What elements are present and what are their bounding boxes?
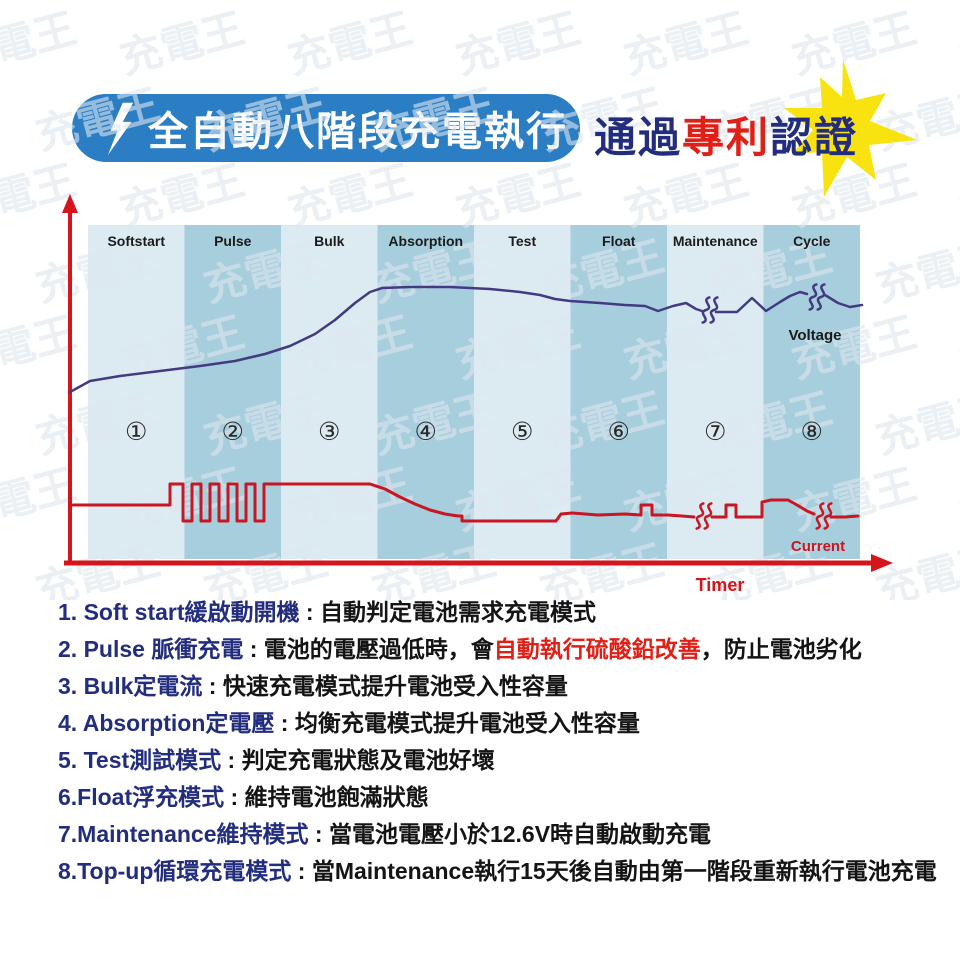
- description-line: 7.Maintenance維持模式 : 當電池電壓小於12.6V時自動啟動充電: [58, 816, 937, 853]
- curve-break-icon: [709, 296, 719, 324]
- stage-label: Cycle: [793, 233, 831, 249]
- description-segment: 2. Pulse 脈衝充電: [58, 636, 244, 662]
- badge-text: 專利: [682, 114, 771, 161]
- voltage-curve: [823, 293, 864, 309]
- stage-label: Maintenance: [673, 233, 758, 249]
- description-line: 3. Bulk定電流 : 快速充電模式提升電池受入性容量: [58, 668, 937, 705]
- stage-number: ①: [125, 418, 147, 446]
- description-segment: : 當Maintenance執行15天後自動由第一階段重新執行電池充電: [291, 858, 937, 884]
- curve-break-icon: [695, 502, 705, 530]
- curve-break-icon: [703, 502, 713, 530]
- stage-number: ⑥: [608, 418, 630, 446]
- description-segment: 6.Float浮充模式: [58, 784, 225, 810]
- lightning-icon: [107, 102, 134, 155]
- stage-band-rect: [88, 225, 185, 559]
- curve-break-icon: [823, 502, 833, 530]
- description-line: 4. Absorption定電壓 : 均衡充電模式提升電池受入性容量: [58, 705, 937, 742]
- badge-text: 通過: [594, 114, 683, 161]
- patent-badge: 通過專利認證: [594, 104, 858, 165]
- stage-label: Softstart: [107, 233, 165, 249]
- stage-label: Bulk: [314, 233, 345, 249]
- description-line: 5. Test測試模式 : 判定充電狀態及電池好壞: [58, 742, 937, 779]
- badge-text: 認證: [770, 114, 859, 161]
- description-segment: : 均衡充電模式提升電池受入性容量: [274, 710, 640, 736]
- stage-label: Absorption: [388, 233, 463, 249]
- description-segment: 7.Maintenance維持模式: [58, 821, 309, 847]
- description-segment: : 電池的電壓過低時，會: [243, 636, 494, 662]
- description-segment: : 自動判定電池需求充電模式: [299, 599, 596, 625]
- description-segment: : 判定充電狀態及電池好壞: [221, 747, 495, 773]
- stage-band-rect: [667, 225, 764, 559]
- timer-label: Timer: [696, 575, 745, 595]
- curve-break-icon: [815, 502, 825, 530]
- stage-band-rect: [281, 225, 378, 559]
- stage-number: ②: [222, 418, 244, 446]
- stage-number: ⑧: [801, 418, 823, 446]
- description-line: 6.Float浮充模式 : 維持電池飽滿狀態: [58, 779, 937, 816]
- stage-band-rect: [570, 225, 667, 559]
- description-line: 8.Top-up循環充電模式 : 當Maintenance執行15天後自動由第一…: [58, 853, 937, 890]
- curve-break-icon: [816, 283, 826, 311]
- description-segment: : 當電池電壓小於12.6V時自動啟動充電: [308, 821, 712, 847]
- stage-number: ③: [318, 418, 340, 446]
- stage-description-list: 1. Soft start緩啟動開機 : 自動判定電池需求充電模式 2. Puls…: [58, 594, 937, 890]
- description-segment: 4. Absorption定電壓: [58, 710, 275, 736]
- y-axis-arrow-icon: [62, 194, 78, 213]
- curve-break-icon: [701, 296, 711, 324]
- title-banner: 全自動八階段充電執行: [72, 94, 580, 162]
- x-axis-arrow-icon: [871, 554, 893, 572]
- voltage-curve: [714, 290, 809, 314]
- stage-band-rect: [474, 225, 571, 559]
- stage-number: ⑦: [704, 418, 726, 446]
- description-segment: 5. Test測試模式: [58, 747, 222, 773]
- description-segment: 3. Bulk定電流: [58, 673, 203, 699]
- stage-label: Test: [508, 233, 536, 249]
- curve-break-icon: [808, 283, 818, 311]
- description-segment: 自動執行硫酸鉛改善: [493, 636, 701, 662]
- current-label: Current: [791, 538, 845, 555]
- description-segment: 8.Top-up循環充電模式: [58, 858, 292, 884]
- description-line: 2. Pulse 脈衝充電 : 電池的電壓過低時，會自動執行硫酸鉛改善，防止電池…: [58, 631, 937, 668]
- current-curve: [829, 514, 860, 519]
- description-segment: : 快速充電模式提升電池受入性容量: [202, 673, 568, 699]
- stage-label: Pulse: [214, 233, 252, 249]
- description-segment: ，防止電池劣化: [700, 636, 862, 662]
- stage-band-rect: [377, 225, 474, 559]
- voltage-curve: [68, 285, 704, 394]
- current-curve: [68, 482, 696, 523]
- description-segment: : 維持電池飽滿狀態: [224, 784, 429, 810]
- description-line: 1. Soft start緩啟動開機 : 自動判定電池需求充電模式: [58, 594, 937, 631]
- description-segment: 1. Soft start緩啟動開機: [58, 599, 300, 625]
- voltage-label: Voltage: [788, 327, 841, 344]
- page-title: 全自動八階段充電執行: [148, 110, 568, 154]
- stage-label: Float: [602, 233, 636, 249]
- stage-number: ⑤: [511, 418, 533, 446]
- stage-band-rect: [763, 225, 860, 559]
- stage-number: ④: [415, 418, 437, 446]
- current-curve: [710, 498, 816, 519]
